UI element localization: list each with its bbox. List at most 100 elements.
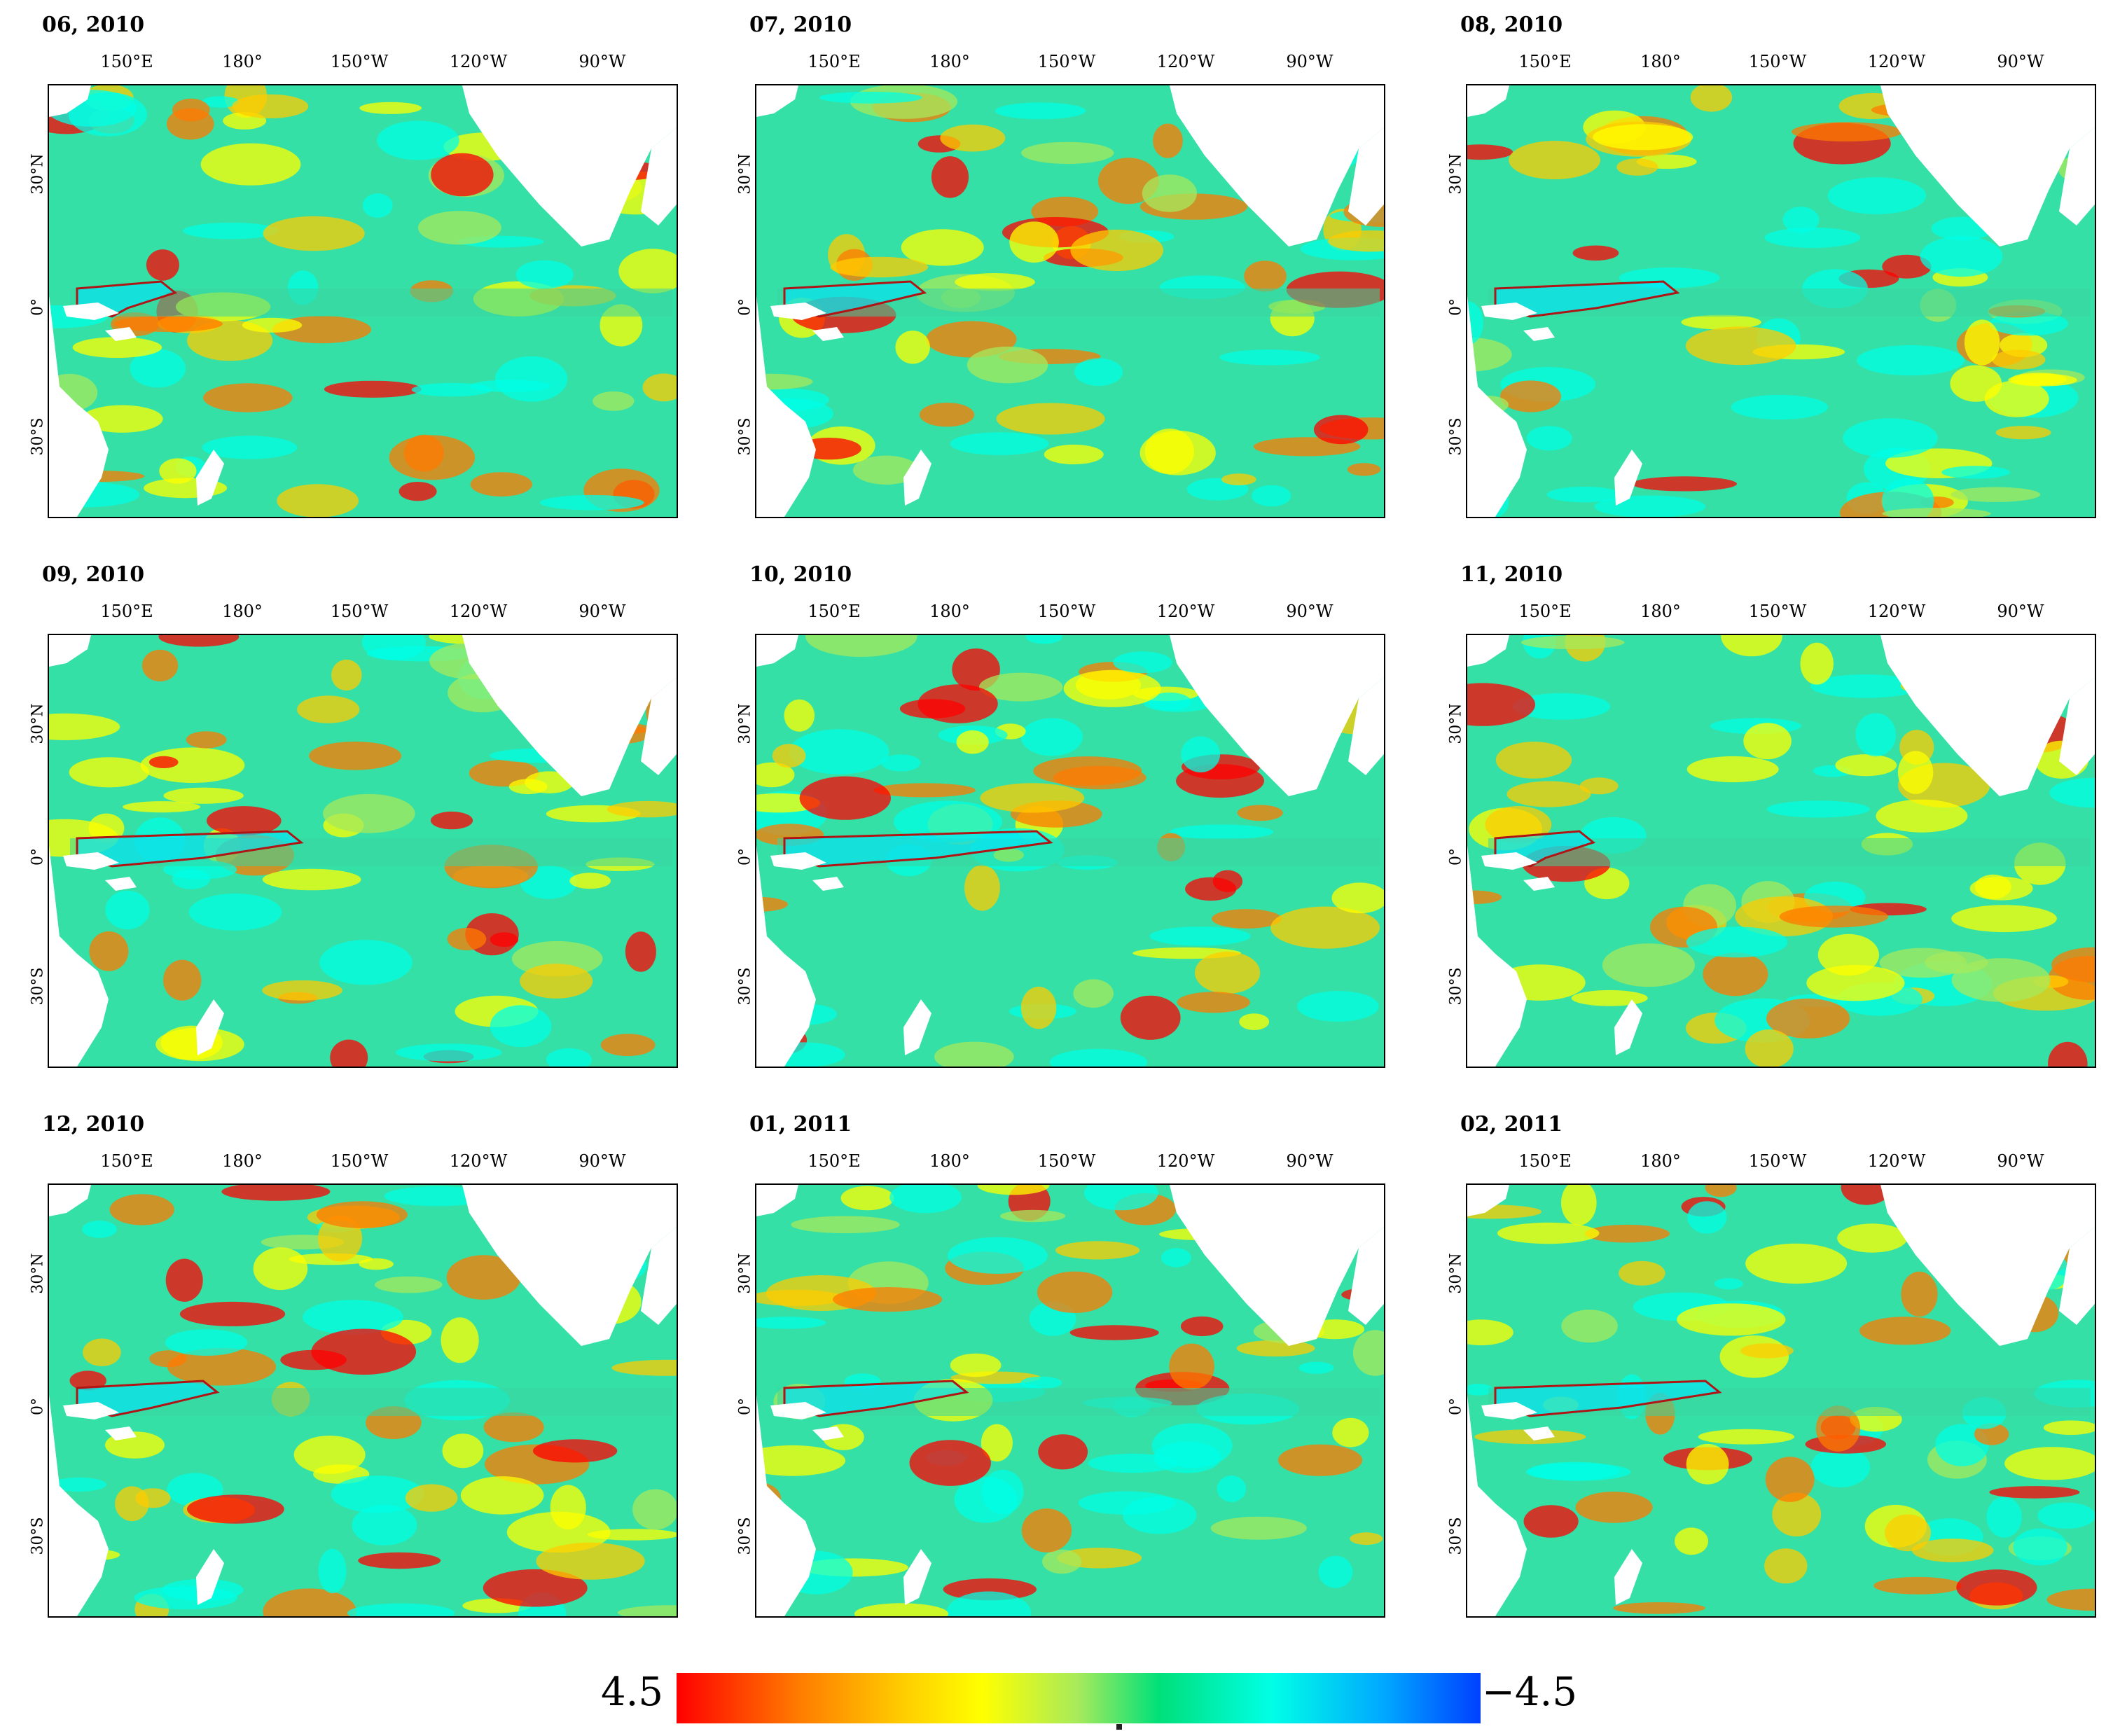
anomaly-map bbox=[1466, 1183, 2096, 1618]
anomaly-blob bbox=[1546, 487, 1621, 503]
panel-title: 06, 2010 bbox=[42, 13, 145, 37]
latitude-tick-label: 30°N bbox=[1447, 1253, 1465, 1294]
map-field bbox=[49, 635, 677, 1067]
anomaly-blob bbox=[2013, 1528, 2067, 1566]
anomaly-blob bbox=[1843, 418, 1938, 458]
anomaly-blob bbox=[1512, 693, 1611, 720]
anomaly-blob bbox=[431, 153, 494, 197]
anomaly-blob bbox=[1500, 380, 1561, 412]
anomaly-blob bbox=[980, 783, 1085, 813]
anomaly-blob bbox=[1528, 1461, 1621, 1480]
anomaly-blob bbox=[1070, 229, 1163, 272]
land-mass bbox=[756, 85, 798, 117]
anomaly-blob bbox=[430, 811, 473, 830]
anomaly-blob bbox=[2004, 1447, 2095, 1480]
latitude-tick-label: 0° bbox=[29, 298, 47, 316]
anomaly-blob bbox=[1911, 1539, 1994, 1562]
anomaly-blob bbox=[931, 156, 969, 198]
longitude-tick-label: 120°W bbox=[1156, 52, 1215, 71]
anomaly-blob bbox=[1941, 466, 2010, 479]
anomaly-blob bbox=[1149, 926, 1251, 946]
map-panel: 06, 2010 150°E 180° 150°W 120°W 90°W 30°N 0° 30°… bbox=[29, 13, 678, 545]
anomaly-blob bbox=[89, 931, 129, 971]
anomaly-map bbox=[755, 84, 1385, 518]
anomaly-blob bbox=[1743, 723, 1792, 760]
anomaly-blob bbox=[1332, 1417, 1369, 1447]
anomaly-blob bbox=[1151, 1423, 1233, 1468]
anomaly-blob bbox=[146, 249, 179, 281]
anomaly-blob bbox=[819, 92, 922, 104]
anomaly-blob bbox=[1177, 992, 1250, 1013]
anomaly-blob bbox=[1523, 1505, 1579, 1538]
land-mass bbox=[105, 327, 137, 341]
latitude-tick-label: 30°S bbox=[736, 967, 754, 1006]
longitude-tick-label: 90°W bbox=[579, 602, 626, 621]
anomaly-blob bbox=[956, 730, 989, 754]
latitude-tick-label: 30°S bbox=[1447, 967, 1465, 1006]
anomaly-blob bbox=[293, 1436, 366, 1474]
anomaly-blob bbox=[1686, 926, 1788, 958]
anomaly-map bbox=[1466, 634, 2096, 1068]
land-mass bbox=[1523, 327, 1555, 341]
anomaly-blob bbox=[917, 684, 998, 723]
anomaly-blob bbox=[1897, 751, 1934, 794]
anomaly-blob bbox=[1020, 1376, 1062, 1389]
anomaly-blob bbox=[1561, 1310, 1618, 1343]
anomaly-blob bbox=[82, 1221, 117, 1238]
longitude-axis: 150°E 180° 150°W 120°W 90°W bbox=[1460, 602, 2091, 630]
anomaly-blob bbox=[1000, 1209, 1066, 1223]
longitude-tick-label: 120°W bbox=[449, 602, 508, 621]
anomaly-blob bbox=[1467, 683, 1535, 726]
anomaly-blob bbox=[183, 222, 279, 239]
land-mass bbox=[462, 1185, 677, 1346]
colorbar bbox=[677, 1673, 1481, 1723]
longitude-tick-label: 180° bbox=[222, 52, 263, 71]
anomaly-blob bbox=[331, 659, 362, 691]
anomaly-blob bbox=[618, 249, 677, 293]
land-mass bbox=[2059, 677, 2095, 775]
anomaly-blob bbox=[163, 787, 244, 804]
anomaly-blob bbox=[1765, 1457, 1815, 1502]
latitude-tick-label: 0° bbox=[736, 1398, 754, 1415]
anomaly-blob bbox=[1170, 824, 1274, 840]
anomaly-blob bbox=[1690, 85, 1733, 112]
anomaly-blob bbox=[1882, 478, 1934, 517]
map-field bbox=[756, 635, 1384, 1067]
longitude-tick-label: 90°W bbox=[1286, 602, 1333, 621]
land-mass bbox=[1170, 1185, 1384, 1346]
anomaly-blob bbox=[1153, 123, 1183, 158]
anomaly-blob bbox=[470, 472, 532, 497]
anomaly-blob bbox=[483, 1569, 588, 1607]
anomaly-blob bbox=[1579, 777, 1619, 795]
land-mass bbox=[770, 303, 826, 320]
anomaly-blob bbox=[490, 1005, 552, 1048]
anomaly-blob bbox=[1675, 1527, 1708, 1555]
anomaly-blob bbox=[1613, 1602, 1705, 1614]
longitude-tick-label: 180° bbox=[222, 602, 263, 621]
anomaly-blob bbox=[130, 349, 186, 388]
longitude-tick-label: 90°W bbox=[1997, 52, 2044, 71]
anomaly-blob bbox=[532, 1439, 618, 1463]
anomaly-blob bbox=[791, 1216, 900, 1234]
anomaly-blob bbox=[1810, 674, 1921, 698]
anomaly-blob bbox=[593, 391, 635, 411]
anomaly-blob bbox=[587, 1529, 677, 1541]
longitude-tick-label: 150°W bbox=[1748, 1151, 1807, 1171]
anomaly-blob bbox=[1714, 1278, 1743, 1290]
longitude-tick-label: 90°W bbox=[1997, 1151, 2044, 1171]
anomaly-blob bbox=[81, 405, 163, 433]
anomaly-blob bbox=[979, 672, 1063, 702]
anomaly-blob bbox=[262, 980, 342, 1001]
anomaly-blob bbox=[1873, 1576, 1962, 1595]
panel-title: 12, 2010 bbox=[42, 1112, 145, 1137]
map-field bbox=[1467, 85, 2095, 517]
longitude-tick-label: 150°W bbox=[1748, 52, 1807, 71]
anomaly-blob bbox=[1149, 692, 1191, 711]
anomaly-blob bbox=[2046, 1588, 2095, 1611]
anomaly-blob bbox=[1632, 476, 1737, 492]
map-panel: 07, 2010 150°E 180° 150°W 120°W 90°W 30°N 0° 30°… bbox=[737, 13, 1385, 545]
anomaly-blob bbox=[1467, 1319, 1513, 1346]
anomaly-blob bbox=[69, 1370, 106, 1391]
land-mass bbox=[1348, 127, 1384, 225]
anomaly-blob bbox=[1467, 890, 1502, 905]
